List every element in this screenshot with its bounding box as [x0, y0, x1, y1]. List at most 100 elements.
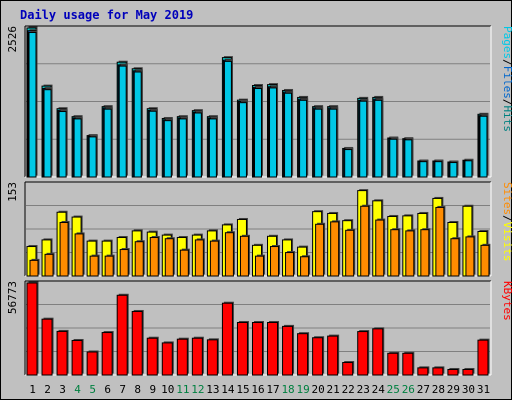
kbytes-bar-13: [206, 339, 218, 376]
kbytes-bar-27: [417, 367, 429, 376]
kbytes-bar-4: [71, 339, 83, 376]
kbytes-bar-12: [191, 337, 203, 376]
sites-bar-19: [300, 256, 310, 277]
day-label-8: 8: [134, 383, 141, 396]
pages-bar-6: [103, 108, 112, 178]
sites-bar-14: [224, 232, 234, 277]
pages-bar-14: [223, 60, 232, 178]
day-label-13: 13: [206, 383, 219, 396]
kbytes-bar-31: [477, 339, 489, 376]
hits-legend-part-1: /: [501, 59, 512, 66]
sites-bar-27: [420, 229, 430, 277]
sites-bar-16: [254, 255, 264, 277]
pages-bar-7: [118, 65, 127, 178]
day-label-2: 2: [44, 383, 51, 396]
hits-legend-part-2: Files: [501, 66, 512, 99]
kbytes-bar-20: [312, 337, 324, 376]
sites-bar-4: [74, 233, 84, 277]
kbytes-bar-15: [236, 321, 248, 376]
visits-legend-part-0: Sites: [501, 182, 512, 215]
sites-bar-21: [330, 221, 340, 277]
sites-bar-26: [405, 230, 415, 277]
kbytes-bar-16: [251, 321, 263, 376]
visits-legend: Sites/Visits: [501, 182, 512, 262]
day-label-26: 26: [402, 383, 415, 396]
kbytes-bar-6: [101, 332, 113, 376]
kbytes-bar-1: [26, 282, 38, 376]
sites-bar-3: [59, 221, 69, 277]
day-label-1: 1: [29, 383, 36, 396]
pages-bar-5: [88, 136, 97, 178]
sites-bar-1: [29, 259, 39, 277]
sites-bar-7: [119, 249, 129, 277]
pages-bar-25: [389, 138, 398, 178]
kbytes-bar-3: [56, 330, 68, 376]
pages-bar-29: [449, 162, 458, 178]
sites-bar-15: [239, 235, 249, 277]
day-label-12: 12: [191, 383, 204, 396]
day-label-31: 31: [477, 383, 490, 396]
pages-bar-1: [28, 31, 37, 178]
sites-bar-17: [270, 246, 280, 277]
pages-bar-11: [178, 118, 187, 178]
kbytes-bar-9: [146, 337, 158, 376]
day-label-27: 27: [417, 383, 430, 396]
pages-bar-10: [163, 120, 172, 178]
pages-bar-12: [193, 112, 202, 178]
pages-bar-2: [43, 89, 52, 178]
kbytes-bar-19: [297, 333, 309, 376]
pages-bar-18: [284, 92, 293, 178]
pages-bar-26: [404, 139, 413, 178]
chart-title: Daily usage for May 2019: [20, 8, 194, 22]
kbytes-bar-21: [327, 335, 339, 376]
pages-bar-31: [479, 115, 488, 178]
day-label-7: 7: [119, 383, 126, 396]
pages-bar-9: [148, 110, 157, 178]
day-label-30: 30: [462, 383, 475, 396]
day-label-23: 23: [357, 383, 370, 396]
sites-bar-24: [375, 219, 385, 277]
kbytes-bar-23: [357, 331, 369, 376]
sites-bar-30: [465, 236, 475, 277]
day-label-17: 17: [266, 383, 279, 396]
day-label-19: 19: [296, 383, 309, 396]
kbytes-bar-14: [221, 302, 233, 376]
day-label-14: 14: [221, 383, 235, 396]
pages-bar-16: [253, 88, 262, 178]
day-label-15: 15: [236, 383, 249, 396]
sites-bar-22: [345, 229, 355, 277]
kbytes-bar-22: [342, 362, 354, 376]
sites-bar-5: [89, 255, 99, 277]
pages-bar-21: [329, 108, 338, 178]
day-label-4: 4: [74, 383, 81, 396]
pages-bar-15: [238, 102, 247, 178]
day-label-20: 20: [312, 383, 325, 396]
pages-bar-4: [73, 118, 82, 178]
sites-bar-29: [450, 238, 460, 277]
pages-bar-24: [374, 99, 383, 178]
sites-bar-25: [390, 229, 400, 277]
kbytes-max-label: 56773: [6, 281, 19, 314]
sites-bar-6: [104, 255, 114, 277]
visits-legend-part-2: Visits: [501, 222, 512, 262]
sites-bar-31: [480, 244, 490, 277]
pages-bar-19: [299, 99, 308, 178]
kbytes-bar-11: [176, 338, 188, 376]
day-label-9: 9: [149, 383, 156, 396]
visits-max-label: 153: [6, 182, 19, 202]
sites-bar-12: [194, 239, 204, 277]
pages-bar-17: [269, 87, 278, 178]
day-label-28: 28: [432, 383, 445, 396]
day-label-24: 24: [372, 383, 386, 396]
day-label-16: 16: [251, 383, 264, 396]
day-label-22: 22: [342, 383, 355, 396]
kbytes-bar-8: [131, 310, 143, 376]
day-label-25: 25: [387, 383, 400, 396]
pages-bar-3: [58, 111, 67, 178]
sites-bar-28: [435, 206, 445, 277]
hits-legend-part-4: Hits: [501, 106, 512, 133]
day-label-10: 10: [161, 383, 174, 396]
hits-legend: Pages/Files/Hits: [501, 26, 512, 132]
day-label-6: 6: [104, 383, 111, 396]
